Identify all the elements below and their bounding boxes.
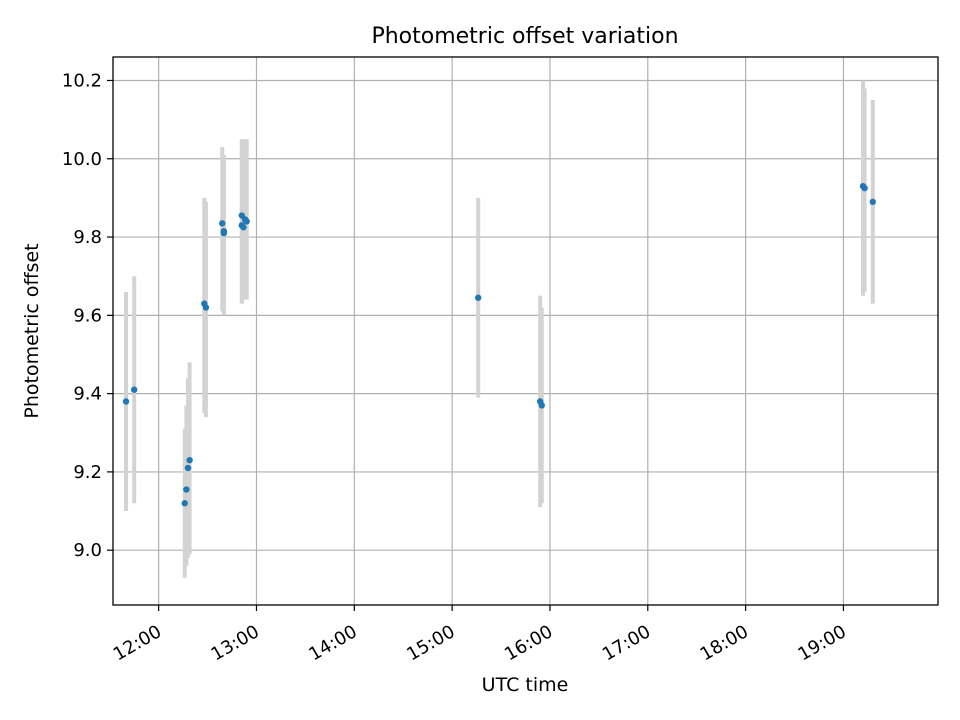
data-point [219,220,226,227]
data-point [869,198,876,206]
data-point [184,464,192,472]
y-axis-label: Photometric offset [21,243,43,418]
y-tick-label: 10.2 [62,70,102,91]
chart-title: Photometric offset variation [371,24,678,49]
data-point [181,500,188,507]
error-bars [124,80,875,578]
y-tick-label: 9.0 [73,540,102,561]
data-point [475,294,482,301]
y-tick-label: 9.6 [73,305,102,326]
data-point [220,229,228,237]
x-tick-label: 13:00 [208,621,263,665]
y-tick-label: 9.2 [73,462,102,483]
x-tick-label: 12:00 [110,621,165,665]
x-tick-label: 15:00 [403,621,458,665]
data-point [130,386,138,393]
y-tick-label: 9.8 [73,227,102,248]
grid-lines [113,57,938,605]
y-axis-ticks: 9.0 9.2 9.4 9.6 9.8 10.0 10.2 [62,70,113,561]
data-point [186,456,193,464]
x-tick-label: 16:00 [501,621,556,665]
x-axis-ticks: 12:00 13:00 14:00 15:00 16:00 17:00 18:00 19:00 [110,605,850,665]
data-points [122,182,876,507]
data-point [240,224,247,231]
x-tick-label: 18:00 [697,621,752,665]
plot-frame [112,56,939,606]
x-tick-label: 17:00 [599,621,654,665]
data-point [122,398,130,405]
data-point [243,218,250,225]
x-tick-label: 14:00 [305,621,360,665]
data-point [202,304,210,311]
y-tick-label: 10.0 [62,149,102,170]
data-point [538,402,546,409]
x-axis-label: UTC time [482,674,569,696]
x-tick-label: 19:00 [795,621,850,665]
y-tick-label: 9.4 [73,384,102,405]
data-point [183,486,190,493]
data-point [861,184,868,192]
